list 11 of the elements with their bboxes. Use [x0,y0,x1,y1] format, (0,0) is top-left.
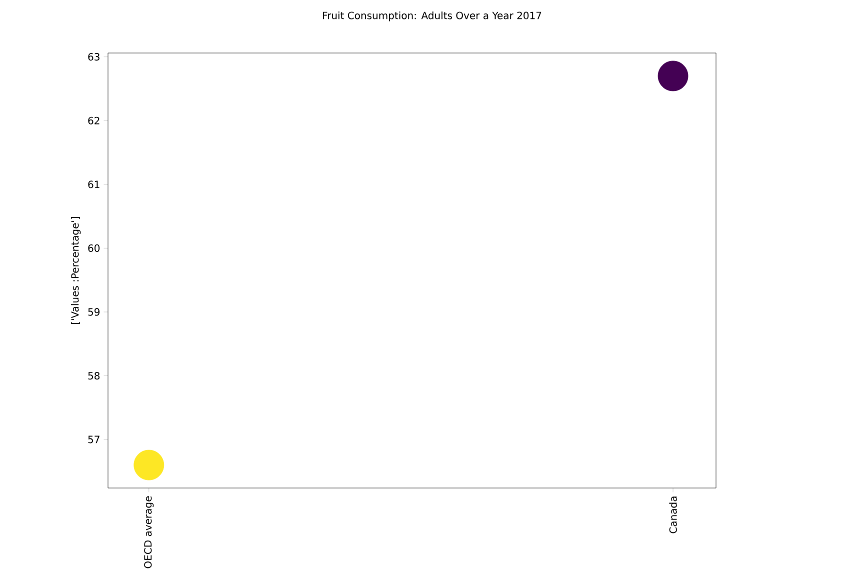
y-axis-title: ['Values :Percentage'] [70,216,81,324]
y-tick-label: 59 [88,308,100,316]
x-tick-label: OECD average [144,496,154,568]
chart-title: Fruit Consumption: Adults Over a Year 2017 [323,12,542,22]
y-tick-label: 62 [88,116,100,124]
y-tick-label: 60 [88,244,100,252]
y-tick-label: 58 [88,372,100,380]
y-tick-label: 57 [88,436,100,444]
x-tick-label: Canada [669,496,677,534]
y-tick-label: 61 [88,180,100,188]
y-tick-label: 63 [88,53,100,61]
